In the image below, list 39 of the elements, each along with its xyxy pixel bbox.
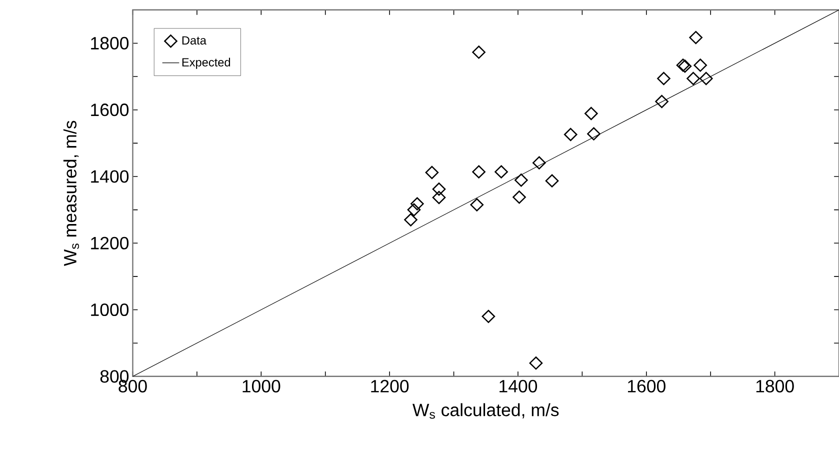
y-tick-label: 1000 (91, 304, 129, 316)
point (432, 191, 446, 204)
point (407, 203, 421, 217)
y-axis-title: W$_{s}$ measured, m/s (63, 121, 79, 266)
point (699, 72, 713, 86)
legend-label: Data (182, 36, 206, 45)
point (564, 128, 578, 142)
x-tick-label: 1800 (756, 380, 794, 393)
x-tick-label: 1000 (242, 380, 280, 393)
point (689, 31, 702, 44)
point (584, 107, 598, 120)
point (410, 197, 424, 211)
point (404, 213, 418, 227)
y-tick-label: 1200 (91, 237, 129, 250)
x-tick-label: 1200 (371, 380, 409, 393)
point (694, 58, 707, 72)
point (545, 174, 559, 188)
point (532, 156, 546, 170)
x-tick-label: 1400 (500, 380, 538, 393)
point (587, 127, 600, 141)
point (472, 165, 486, 179)
x-tick-label: 1600 (628, 380, 666, 393)
point (472, 46, 486, 60)
point (432, 182, 446, 196)
y-tick-label: 1600 (91, 104, 129, 116)
y-tick-label: 1800 (91, 37, 129, 50)
point (686, 72, 700, 86)
point (512, 190, 526, 204)
point (494, 165, 508, 179)
point (470, 198, 484, 212)
point (425, 166, 439, 180)
point (657, 72, 670, 86)
y-tick-label: 1400 (91, 170, 129, 183)
x-axis-title: W$_{s}$ calculated, m/s (412, 403, 559, 419)
point (529, 356, 543, 370)
point (514, 174, 528, 187)
point (482, 310, 496, 324)
point (655, 95, 668, 108)
legend-label: Expected (182, 58, 230, 70)
